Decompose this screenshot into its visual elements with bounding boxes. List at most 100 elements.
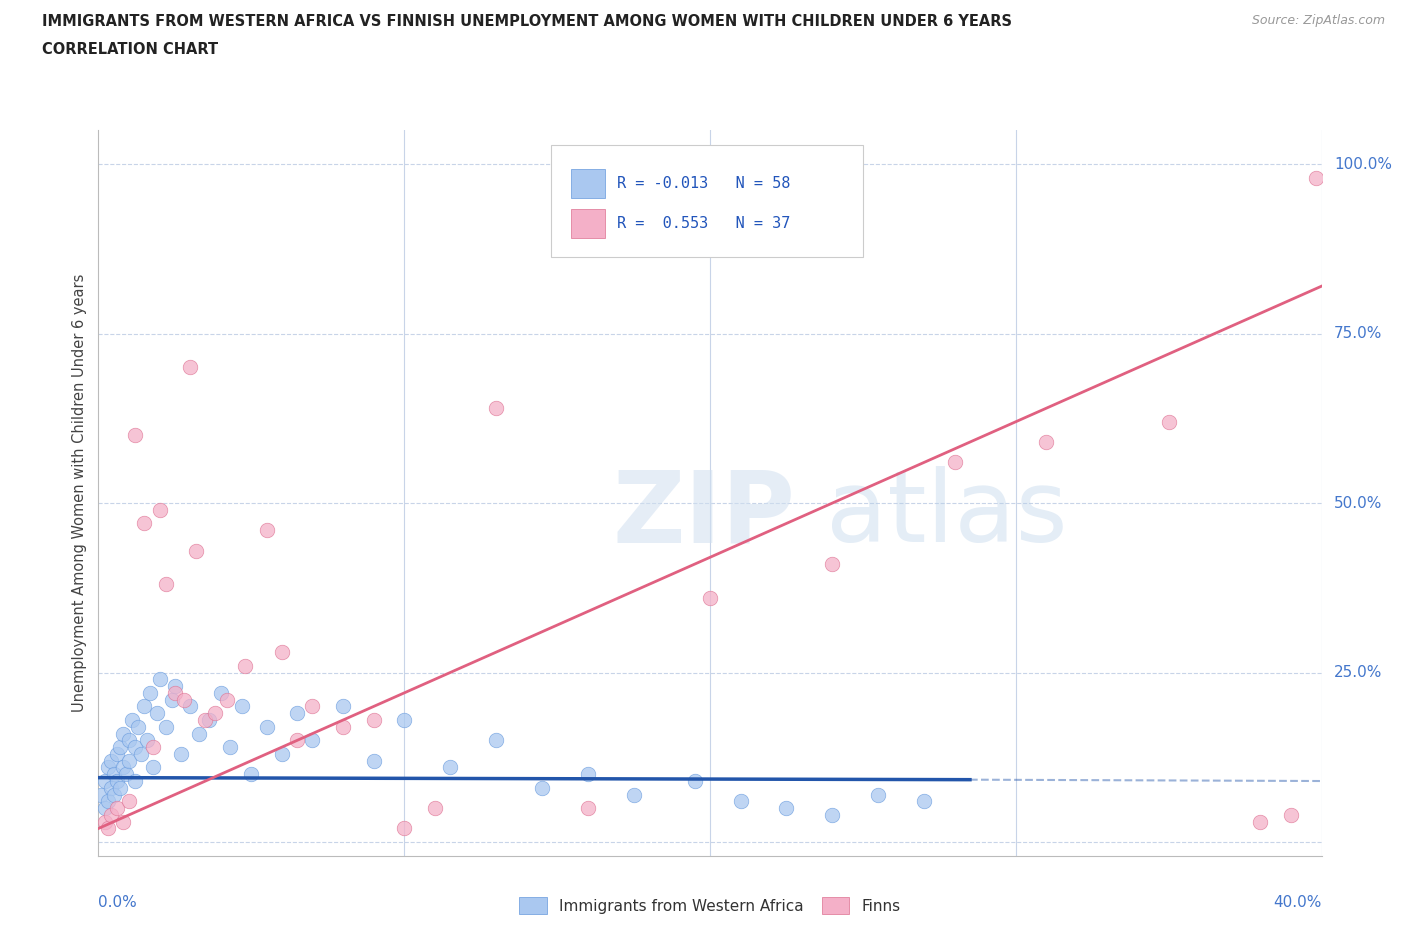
Point: [149, 671, 172, 686]
Point: [256, 523, 278, 538]
Point: [233, 658, 256, 673]
Point: [173, 692, 195, 707]
Text: R =  0.553   N = 37: R = 0.553 N = 37: [617, 216, 790, 231]
Point: [285, 706, 308, 721]
Point: [142, 760, 165, 775]
Text: 0.0%: 0.0%: [98, 896, 138, 910]
Point: [186, 543, 208, 558]
Point: [105, 747, 128, 762]
Point: [215, 692, 238, 707]
Point: [730, 794, 752, 809]
FancyBboxPatch shape: [551, 145, 863, 258]
Point: [332, 719, 354, 734]
Point: [100, 807, 122, 822]
Point: [142, 739, 165, 754]
Point: [121, 712, 143, 727]
Point: [332, 699, 354, 714]
Point: [423, 801, 446, 816]
Point: [108, 739, 131, 754]
Point: [105, 774, 128, 789]
Point: [118, 794, 141, 809]
Point: [163, 685, 186, 700]
Point: [1157, 414, 1180, 429]
Point: [188, 726, 211, 741]
Point: [623, 787, 645, 802]
Point: [134, 516, 156, 531]
Text: Source: ZipAtlas.com: Source: ZipAtlas.com: [1251, 14, 1385, 27]
Point: [530, 780, 553, 795]
Text: 75.0%: 75.0%: [1334, 326, 1382, 341]
Point: [170, 747, 193, 762]
Point: [129, 747, 152, 762]
Point: [209, 685, 232, 700]
Point: [301, 699, 323, 714]
Point: [103, 787, 125, 802]
Text: R = -0.013   N = 58: R = -0.013 N = 58: [617, 176, 790, 191]
Point: [124, 739, 146, 754]
Point: [301, 733, 323, 748]
Point: [139, 685, 162, 700]
Text: CORRELATION CHART: CORRELATION CHART: [42, 42, 218, 57]
Point: [90, 787, 112, 802]
Point: [868, 787, 890, 802]
Point: [1249, 815, 1271, 830]
Point: [108, 780, 131, 795]
Point: [163, 679, 186, 694]
Point: [1279, 807, 1302, 822]
Point: [576, 767, 599, 782]
Point: [93, 774, 115, 789]
Point: [111, 760, 134, 775]
Point: [912, 794, 935, 809]
Point: [145, 706, 167, 721]
Text: 100.0%: 100.0%: [1334, 156, 1392, 172]
Point: [240, 767, 263, 782]
Text: IMMIGRANTS FROM WESTERN AFRICA VS FINNISH UNEMPLOYMENT AMONG WOMEN WITH CHILDREN: IMMIGRANTS FROM WESTERN AFRICA VS FINNIS…: [42, 14, 1012, 29]
Point: [392, 712, 416, 727]
Text: 50.0%: 50.0%: [1334, 496, 1382, 511]
Point: [363, 712, 385, 727]
Point: [179, 360, 201, 375]
Point: [363, 753, 385, 768]
Point: [103, 767, 125, 782]
Point: [485, 733, 508, 748]
Text: atlas: atlas: [827, 466, 1069, 564]
Point: [576, 801, 599, 816]
Point: [160, 692, 183, 707]
Point: [149, 502, 172, 517]
Point: [111, 815, 134, 830]
Point: [204, 706, 226, 721]
Point: [485, 401, 508, 416]
FancyBboxPatch shape: [571, 208, 605, 237]
Point: [134, 699, 156, 714]
Point: [93, 801, 115, 816]
Point: [270, 644, 292, 659]
Point: [100, 753, 122, 768]
Point: [118, 733, 141, 748]
Point: [111, 726, 134, 741]
Point: [821, 557, 844, 572]
Point: [219, 739, 242, 754]
Point: [124, 774, 146, 789]
Point: [699, 591, 721, 605]
Point: [285, 733, 308, 748]
Point: [97, 794, 120, 809]
Y-axis label: Unemployment Among Women with Children Under 6 years: Unemployment Among Women with Children U…: [72, 273, 87, 712]
Point: [155, 577, 177, 591]
Point: [100, 780, 122, 795]
Point: [439, 760, 461, 775]
Point: [194, 712, 217, 727]
Point: [943, 455, 966, 470]
Point: [155, 719, 177, 734]
Legend: Immigrants from Western Africa, Finns: Immigrants from Western Africa, Finns: [513, 891, 907, 921]
Point: [256, 719, 278, 734]
Point: [97, 760, 120, 775]
Point: [197, 712, 219, 727]
Point: [105, 801, 128, 816]
Point: [97, 821, 120, 836]
Point: [179, 699, 201, 714]
Point: [270, 747, 292, 762]
Point: [115, 767, 138, 782]
Text: ZIP: ZIP: [612, 466, 794, 564]
Point: [118, 753, 141, 768]
Point: [392, 821, 416, 836]
